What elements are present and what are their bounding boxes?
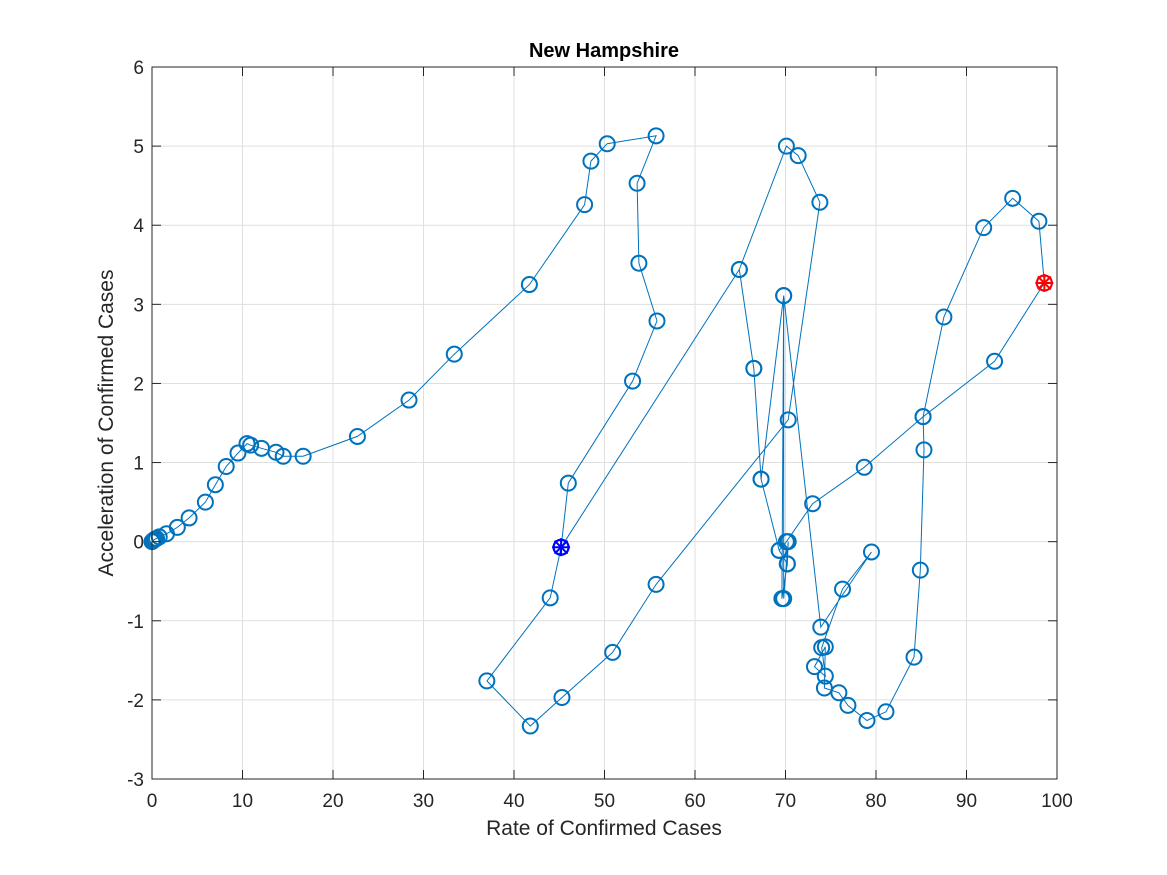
- data-point: [168, 518, 186, 536]
- data-point: [445, 345, 463, 363]
- data-point: [274, 447, 292, 465]
- data-point: [180, 509, 198, 527]
- y-tick-label: 4: [133, 216, 144, 237]
- data-point: [986, 352, 1004, 370]
- data-point: [400, 391, 418, 409]
- data-point: [1030, 212, 1048, 230]
- axes-box: [151, 66, 1058, 780]
- y-tick-label: 3: [133, 295, 144, 316]
- x-tick-label: 60: [684, 791, 705, 812]
- end-marker-stroke: [1037, 275, 1052, 291]
- tick-labels: 0 10 20 30 40 50 60 70 80 90 100 -3 -2 -1 0 1 2 3 4 5 6: [127, 58, 1073, 812]
- data-point: [877, 703, 895, 721]
- y-tick-label: 5: [133, 137, 144, 158]
- data-point: [628, 174, 646, 192]
- data-point: [745, 359, 763, 377]
- data-point: [648, 312, 666, 330]
- data-point: [229, 444, 247, 462]
- data-point: [812, 618, 830, 636]
- data-point: [834, 580, 852, 598]
- data-point: [520, 276, 538, 294]
- data-point: [935, 308, 953, 326]
- data-point: [862, 543, 880, 561]
- x-axis-label: Rate of Confirmed Cases: [486, 817, 722, 840]
- data-point: [911, 561, 929, 579]
- start-marker-stroke: [553, 540, 569, 555]
- data-point: [773, 590, 791, 608]
- data-point: [905, 648, 923, 666]
- highlight-markers: [552, 273, 1054, 557]
- data-point: [778, 555, 796, 573]
- data-point: [604, 643, 622, 661]
- data-point: [839, 696, 857, 714]
- data-point: [816, 667, 834, 685]
- series-line: [151, 135, 1045, 727]
- y-tick-label: 0: [133, 533, 144, 554]
- data-point: [811, 193, 829, 211]
- end-marker: [1035, 273, 1054, 292]
- x-tick-label: 30: [413, 791, 434, 812]
- data-point: [804, 495, 822, 513]
- x-tick-label: 40: [503, 791, 524, 812]
- data-point: [855, 458, 873, 476]
- data-point: [770, 541, 788, 559]
- start-marker: [552, 538, 571, 557]
- data-point: [647, 575, 665, 593]
- x-tick-label: 0: [147, 791, 158, 812]
- data-point: [582, 152, 600, 170]
- series-path-group: [151, 135, 1045, 727]
- data-point: [914, 408, 932, 426]
- data-point: [478, 672, 496, 690]
- data-point: [1004, 189, 1022, 207]
- x-tick-label: 70: [775, 791, 796, 812]
- data-point: [830, 684, 848, 702]
- data-point: [858, 711, 876, 729]
- data-point: [148, 530, 166, 548]
- data-point: [915, 441, 933, 459]
- data-point: [752, 470, 770, 488]
- x-tick-label: 80: [865, 791, 886, 812]
- y-tick-label: 6: [133, 58, 144, 79]
- y-tick-label: 1: [133, 454, 144, 475]
- y-axis-label: Acceleration of Confirmed Cases: [95, 270, 118, 577]
- data-point: [242, 436, 260, 454]
- data-point: [196, 493, 214, 511]
- y-tick-label: 2: [133, 374, 144, 395]
- data-point: [789, 147, 807, 165]
- x-tick-label: 20: [322, 791, 343, 812]
- axes: [151, 66, 1058, 780]
- data-point: [816, 638, 834, 656]
- x-tick-label: 10: [232, 791, 253, 812]
- data-point: [559, 474, 577, 492]
- chart-title: New Hampshire: [529, 40, 679, 62]
- data-point: [779, 411, 797, 429]
- data-point: [630, 254, 648, 272]
- data-point: [576, 196, 594, 214]
- data-point: [598, 135, 616, 153]
- x-tick-label: 100: [1041, 791, 1073, 812]
- data-point: [217, 458, 235, 476]
- data-point: [541, 589, 559, 607]
- y-tick-label: -1: [127, 612, 144, 633]
- data-point: [975, 219, 993, 237]
- data-point: [348, 427, 366, 445]
- data-point: [521, 717, 539, 735]
- data-point: [805, 658, 823, 676]
- data-point: [624, 372, 642, 390]
- data-point: [777, 137, 795, 155]
- data-point: [647, 127, 665, 145]
- y-tick-label: -3: [127, 770, 144, 791]
- y-tick-label: -2: [127, 691, 144, 712]
- data-point: [294, 447, 312, 465]
- data-point: [206, 476, 224, 494]
- data-point: [553, 689, 571, 707]
- x-tick-label: 90: [956, 791, 977, 812]
- x-tick-label: 50: [594, 791, 615, 812]
- data-point: [775, 287, 793, 305]
- data-point: [730, 261, 748, 279]
